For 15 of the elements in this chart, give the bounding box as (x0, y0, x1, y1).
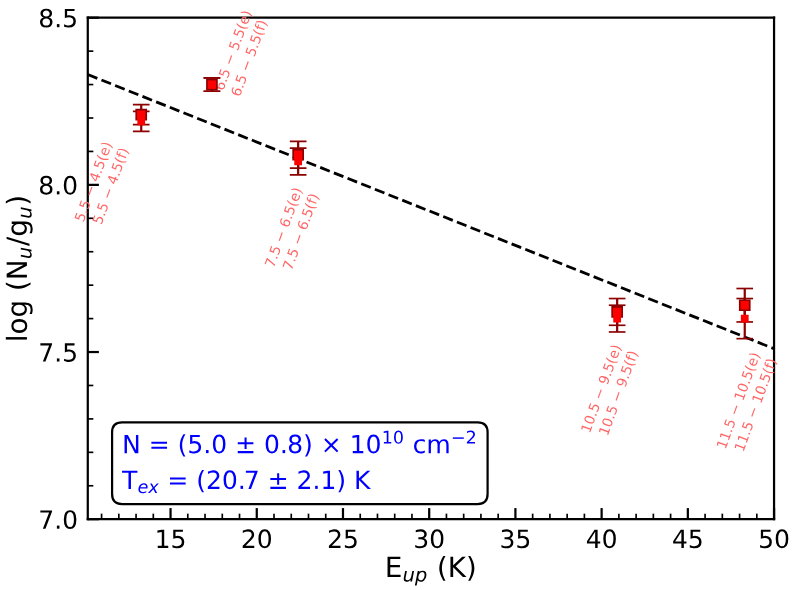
x-tick-label: 40 (586, 529, 616, 549)
y-tick-label: 8.0 (40, 175, 77, 195)
x-tick-label: 45 (673, 529, 702, 549)
x-axis-title: E$_{up}$ (K) (387, 555, 475, 586)
x-tick-label: 20 (242, 529, 272, 549)
y-tick-label: 7.0 (40, 510, 77, 530)
y-tick-label: 7.5 (40, 343, 76, 362)
y-axis-title: log (N$_{u}$/g$_{u}$) (5, 197, 33, 340)
x-tick-label: 35 (501, 529, 530, 549)
x-tick-label: 30 (415, 529, 444, 549)
x-tick-label: 15 (157, 529, 185, 549)
x-tick-label: 25 (328, 529, 357, 549)
y-tick-label: 8.5 (40, 8, 76, 28)
text: N = (5.0 ± 0.8) × 10$^{10}$ cm$^{−2}$ T$_{ex}$ = (20.7 ± 2.1) K (122, 430, 476, 494)
x-tick-label: 50 (760, 529, 789, 549)
